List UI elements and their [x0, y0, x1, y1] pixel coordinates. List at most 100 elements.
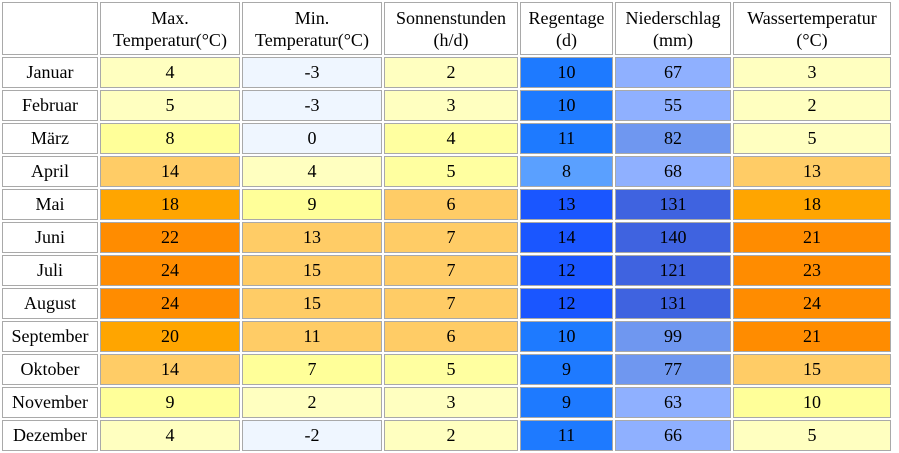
water-temp-cell: 13: [733, 156, 891, 187]
water-temp-cell: 24: [733, 288, 891, 319]
sunshine-cell: 7: [384, 222, 518, 253]
water-temp-cell: 21: [733, 222, 891, 253]
month-label: Juni: [2, 222, 98, 253]
month-label: Februar: [2, 90, 98, 121]
water-temp-cell: 18: [733, 189, 891, 220]
precipitation-cell: 99: [615, 321, 731, 352]
sunshine-cell: 2: [384, 57, 518, 88]
header-line-2: (d): [556, 29, 577, 50]
precipitation-cell: 55: [615, 90, 731, 121]
table-row: Februar 5 -3 3 10 55 2: [2, 90, 891, 121]
max-temp-cell: 22: [100, 222, 240, 253]
sunshine-cell: 7: [384, 255, 518, 286]
sunshine-cell: 5: [384, 354, 518, 385]
precipitation-cell: 131: [615, 189, 731, 220]
table-row: Mai 18 9 6 13 131 18: [2, 189, 891, 220]
max-temp-cell: 24: [100, 288, 240, 319]
sunshine-cell: 3: [384, 90, 518, 121]
table-row: Juli 24 15 7 12 121 23: [2, 255, 891, 286]
precipitation-cell: 121: [615, 255, 731, 286]
header-row: Max. Temperatur(°C) Min. Temperatur(°C) Sonn…: [2, 2, 891, 55]
water-temp-cell: 5: [733, 123, 891, 154]
max-temp-header: Max. Temperatur(°C): [100, 2, 240, 55]
rain-days-header: Regentage (d): [520, 2, 613, 55]
water-temp-cell: 2: [733, 90, 891, 121]
max-temp-cell: 14: [100, 156, 240, 187]
corner-header: [2, 2, 98, 55]
rain-days-cell: 8: [520, 156, 613, 187]
max-temp-cell: 4: [100, 57, 240, 88]
table-body: Januar 4 -3 2 10 67 3 Februar 5 -3 3 10 55 2 März 8 0 4 11…: [2, 57, 891, 451]
table-row: April 14 4 5 8 68 13: [2, 156, 891, 187]
sunshine-cell: 4: [384, 123, 518, 154]
rain-days-cell: 9: [520, 387, 613, 418]
water-temp-header: Wassertemperatur (°C): [733, 2, 891, 55]
month-label: November: [2, 387, 98, 418]
sunshine-cell: 6: [384, 189, 518, 220]
max-temp-cell: 5: [100, 90, 240, 121]
sunshine-cell: 6: [384, 321, 518, 352]
min-temp-cell: 13: [242, 222, 382, 253]
min-temp-header: Min. Temperatur(°C): [242, 2, 382, 55]
precipitation-cell: 67: [615, 57, 731, 88]
precipitation-cell: 131: [615, 288, 731, 319]
max-temp-cell: 14: [100, 354, 240, 385]
min-temp-cell: 7: [242, 354, 382, 385]
water-temp-cell: 21: [733, 321, 891, 352]
sunshine-header: Sonnenstunden (h/d): [384, 2, 518, 55]
water-temp-cell: 23: [733, 255, 891, 286]
header-line-1: Wassertemperatur: [747, 7, 877, 28]
min-temp-cell: -2: [242, 420, 382, 451]
water-temp-cell: 10: [733, 387, 891, 418]
max-temp-cell: 24: [100, 255, 240, 286]
header-line-1: Max.: [151, 7, 189, 28]
rain-days-cell: 10: [520, 57, 613, 88]
table-row: August 24 15 7 12 131 24: [2, 288, 891, 319]
rain-days-cell: 13: [520, 189, 613, 220]
min-temp-cell: 9: [242, 189, 382, 220]
precipitation-cell: 68: [615, 156, 731, 187]
month-label: Januar: [2, 57, 98, 88]
sunshine-cell: 7: [384, 288, 518, 319]
rain-days-cell: 9: [520, 354, 613, 385]
sunshine-cell: 3: [384, 387, 518, 418]
sunshine-cell: 5: [384, 156, 518, 187]
header-line-1: Min.: [294, 7, 330, 28]
header-line-2: Temperatur(°C): [113, 29, 227, 50]
rain-days-cell: 12: [520, 255, 613, 286]
month-label: März: [2, 123, 98, 154]
water-temp-cell: 3: [733, 57, 891, 88]
sunshine-cell: 2: [384, 420, 518, 451]
rain-days-cell: 10: [520, 90, 613, 121]
min-temp-cell: -3: [242, 57, 382, 88]
precipitation-cell: 140: [615, 222, 731, 253]
min-temp-cell: 0: [242, 123, 382, 154]
rain-days-cell: 12: [520, 288, 613, 319]
max-temp-cell: 20: [100, 321, 240, 352]
table-row: September 20 11 6 10 99 21: [2, 321, 891, 352]
max-temp-cell: 8: [100, 123, 240, 154]
month-label: Dezember: [2, 420, 98, 451]
header-line-1: Regentage: [528, 7, 605, 28]
table-row: Januar 4 -3 2 10 67 3: [2, 57, 891, 88]
max-temp-cell: 4: [100, 420, 240, 451]
header-line-2: (h/d): [433, 29, 469, 50]
precipitation-cell: 66: [615, 420, 731, 451]
precipitation-cell: 77: [615, 354, 731, 385]
month-label: Juli: [2, 255, 98, 286]
header-line-1: Niederschlag: [625, 7, 721, 28]
table-row: Juni 22 13 7 14 140 21: [2, 222, 891, 253]
precipitation-cell: 82: [615, 123, 731, 154]
header-line-2: (mm): [653, 29, 693, 50]
table-row: März 8 0 4 11 82 5: [2, 123, 891, 154]
month-label: Mai: [2, 189, 98, 220]
header-line-2: (°C): [796, 29, 828, 50]
min-temp-cell: -3: [242, 90, 382, 121]
water-temp-cell: 5: [733, 420, 891, 451]
rain-days-cell: 11: [520, 420, 613, 451]
rain-days-cell: 11: [520, 123, 613, 154]
month-label: Oktober: [2, 354, 98, 385]
rain-days-cell: 14: [520, 222, 613, 253]
table-row: Oktober 14 7 5 9 77 15: [2, 354, 891, 385]
